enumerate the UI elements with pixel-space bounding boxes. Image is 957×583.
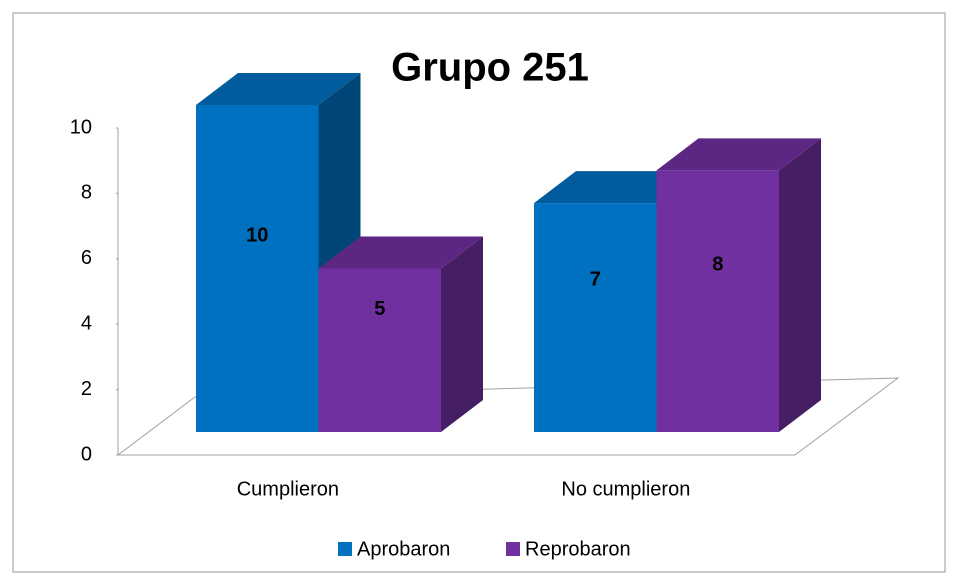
legend-label: Aprobaron xyxy=(357,538,450,560)
legend-label: Reprobaron xyxy=(525,538,631,560)
bar xyxy=(534,203,657,432)
bar-top xyxy=(656,138,821,171)
x-tick-label: Cumplieron xyxy=(237,478,339,500)
y-tick-label: 0 xyxy=(81,443,92,465)
bar-side xyxy=(779,138,821,432)
data-label: 7 xyxy=(590,268,601,290)
y-tick-label: 2 xyxy=(81,378,92,400)
y-tick-label: 10 xyxy=(70,116,92,138)
bar-top xyxy=(318,236,483,269)
y-tick-label: 4 xyxy=(81,312,92,334)
data-label: 5 xyxy=(374,298,385,320)
bar-top xyxy=(196,73,361,105)
chart-title: Grupo 251 xyxy=(391,46,589,90)
bar xyxy=(656,170,779,432)
floor xyxy=(116,377,900,456)
bar xyxy=(196,105,319,432)
bar-side xyxy=(441,236,483,432)
legend-swatch xyxy=(506,542,520,556)
y-tick-label: 6 xyxy=(81,247,92,269)
x-tick-label: No cumplieron xyxy=(561,478,690,500)
data-label: 8 xyxy=(712,254,723,276)
bar xyxy=(318,268,441,432)
y-tick-label: 8 xyxy=(81,182,92,204)
legend-swatch xyxy=(338,542,352,556)
data-label: 10 xyxy=(246,224,268,246)
